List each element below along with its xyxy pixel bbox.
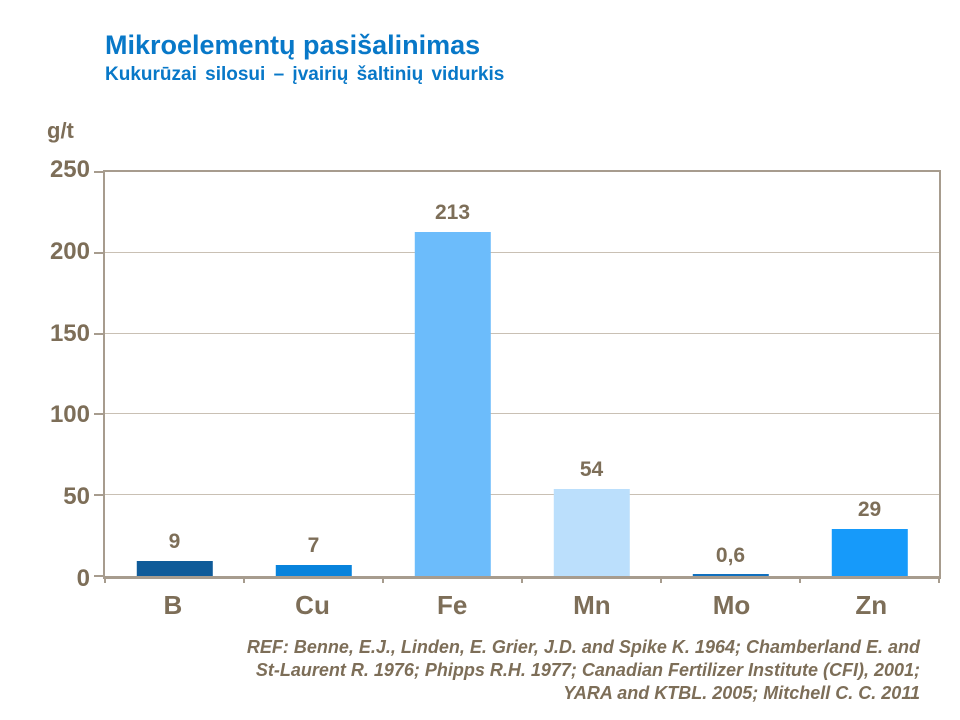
bar-column: 29 — [800, 172, 939, 576]
bar-fe — [414, 231, 491, 576]
x-category-label: Fe — [437, 590, 468, 620]
bar-cu — [275, 564, 352, 576]
bar-value-label: 0,6 — [715, 544, 746, 568]
x-tick-mark — [799, 576, 801, 583]
bar-value-label: 9 — [168, 530, 181, 554]
y-tick-label: 50 — [63, 483, 90, 511]
header: Mikroelementų pasišalinimas Kukurūzai si… — [105, 30, 504, 86]
page-title: Mikroelementų pasišalinimas — [105, 30, 481, 60]
x-tick-mark — [381, 576, 384, 583]
reference-line: REF: Benne, E.J., Linden, E. Grier, J.D.… — [246, 637, 920, 657]
reference-line: St-Laurent R. 1976; Phipps R.H. 1977; Ca… — [255, 660, 920, 681]
gridline — [105, 251, 939, 253]
x-category-label: Mo — [712, 590, 751, 620]
bar-column: 9 — [105, 172, 244, 576]
y-tick-label: 150 — [49, 319, 90, 347]
bar-zn — [831, 529, 908, 576]
y-tick-label: 250 — [49, 156, 90, 183]
gridline — [105, 413, 939, 415]
bar-column: 213 — [383, 172, 522, 576]
bar-column: 54 — [522, 172, 661, 576]
x-axis-labels: B Cu Fe Mn Mo Zn — [103, 590, 941, 621]
x-tick-mark — [521, 576, 523, 583]
y-axis-unit-label: g/t — [47, 118, 74, 143]
x-category-label: Cu — [295, 590, 330, 620]
x-tick-mark — [242, 576, 245, 583]
x-category-label: B — [163, 590, 183, 620]
x-tick-mark — [938, 576, 940, 583]
y-tick-mark — [94, 413, 105, 416]
y-axis-labels: 0 50 100 150 200 250 — [20, 156, 90, 592]
bar-value-label: 7 — [307, 533, 320, 557]
bar-mo — [692, 574, 769, 576]
bar-value-label: 29 — [857, 498, 882, 522]
y-tick-mark — [94, 575, 105, 577]
bar-column: 0,6 — [661, 172, 800, 576]
plot-area: 9 7 213 54 0,6 29 — [94, 170, 941, 583]
page-subtitle: Kukurūzai silosui – įvairių šaltinių vid… — [105, 64, 505, 86]
bar-b — [136, 561, 213, 576]
y-tick-label: 0 — [76, 565, 90, 592]
reference-text: REF: Benne, E.J., Linden, E. Grier, J.D.… — [40, 636, 920, 705]
bar-value-label: 54 — [579, 457, 604, 481]
bar-column: 7 — [244, 172, 383, 576]
y-tick-mark — [94, 171, 105, 173]
bar-value-label: 213 — [434, 200, 471, 224]
gridline — [105, 332, 939, 334]
y-tick-label: 200 — [49, 237, 90, 265]
x-category-label: Zn — [855, 590, 888, 620]
bar-columns: 9 7 213 54 0,6 29 — [105, 172, 939, 576]
bar-mn — [553, 488, 630, 576]
y-tick-mark — [94, 332, 105, 335]
gridline — [105, 494, 939, 496]
x-tick-mark — [104, 576, 106, 583]
y-tick-mark — [94, 251, 105, 254]
reference-line: YARA and KTBL. 2005; Mitchell C. C. 2011 — [563, 683, 920, 704]
y-tick-mark — [94, 494, 105, 497]
x-tick-mark — [659, 576, 662, 583]
y-tick-label: 100 — [49, 401, 90, 429]
x-category-label: Mn — [573, 590, 611, 620]
